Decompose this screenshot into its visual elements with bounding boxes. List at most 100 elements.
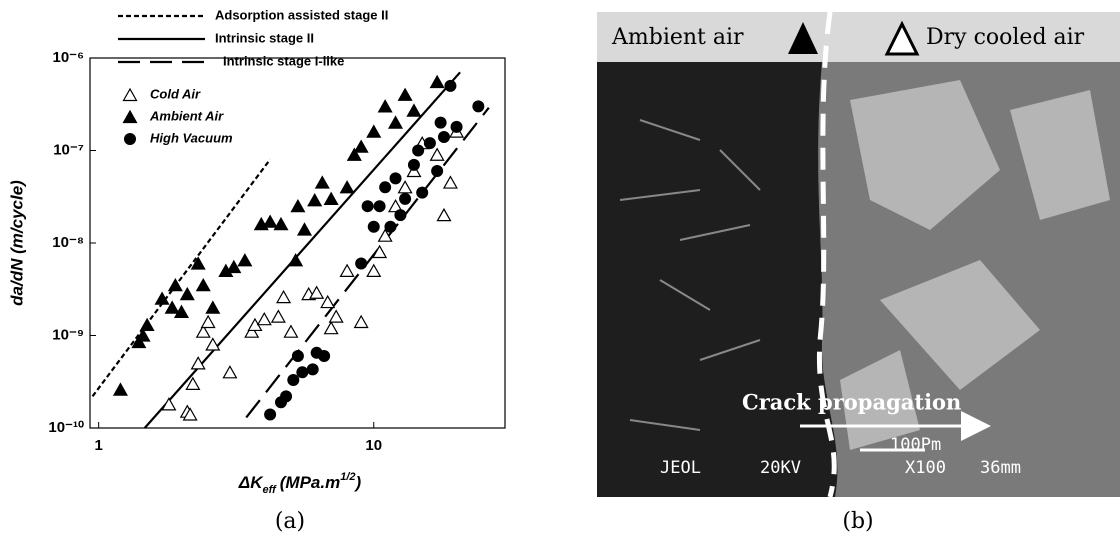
point <box>306 363 319 376</box>
point <box>437 130 450 143</box>
point <box>190 356 206 370</box>
legend-label: Cold Air <box>150 86 201 101</box>
point <box>139 317 155 332</box>
point <box>280 390 293 403</box>
point <box>264 408 277 421</box>
point <box>423 137 436 150</box>
scale-text: 100Pm <box>890 435 941 455</box>
point <box>320 294 336 309</box>
point <box>154 291 170 305</box>
sem-text: 20KV <box>760 458 801 478</box>
point <box>273 216 289 231</box>
point <box>288 253 304 267</box>
y-tick-label: 10⁻⁶ <box>52 49 84 66</box>
point <box>361 200 374 213</box>
point <box>429 74 445 89</box>
point <box>244 324 260 338</box>
point <box>406 103 422 117</box>
x-tick-label: 10 <box>365 437 382 454</box>
icon-filled-triangle <box>788 22 818 54</box>
point <box>270 309 286 323</box>
point <box>164 300 180 314</box>
point <box>366 263 382 277</box>
legend-label: High Vacuum <box>150 130 233 145</box>
image-label: Ambient air <box>611 25 744 50</box>
legend-marker <box>122 87 138 102</box>
y-tick-label: 10⁻¹⁰ <box>48 419 84 436</box>
point <box>112 382 128 396</box>
y-tick-label: 10⁻⁷ <box>53 141 84 158</box>
point <box>200 314 216 329</box>
legend-label: Adsorption assisted stage II <box>215 7 388 22</box>
image-texture <box>619 119 761 431</box>
point <box>397 87 413 101</box>
point <box>353 139 369 153</box>
point <box>237 253 253 267</box>
point <box>323 320 339 335</box>
point <box>373 200 386 213</box>
point <box>472 100 485 113</box>
image-header <box>597 12 1120 62</box>
point <box>407 158 420 171</box>
x-label-sub: eff <box>263 484 278 496</box>
legend-label: Intrinsic stage I-like <box>223 53 344 68</box>
point <box>442 175 458 189</box>
legend-marker <box>124 133 136 145</box>
point <box>307 193 323 207</box>
point <box>444 79 457 92</box>
boundary <box>816 11 837 498</box>
legend-label: Ambient Air <box>149 108 224 123</box>
point <box>167 277 183 292</box>
point <box>179 286 195 301</box>
point <box>173 304 190 318</box>
point <box>397 180 413 194</box>
point <box>205 300 221 314</box>
point <box>434 116 447 129</box>
sem-text: X100 <box>905 458 946 478</box>
point <box>399 192 412 205</box>
point <box>323 191 339 205</box>
fit-line <box>91 158 271 397</box>
point <box>185 376 201 390</box>
point <box>195 324 211 338</box>
point <box>388 115 404 129</box>
point <box>377 99 393 113</box>
x-axis-label: ΔKeff (MPa.m1/2) <box>238 471 362 496</box>
point <box>377 228 393 242</box>
point <box>256 311 272 326</box>
point <box>161 397 177 411</box>
point <box>131 334 147 349</box>
point <box>291 350 304 363</box>
point <box>226 259 242 274</box>
point <box>367 220 380 233</box>
point <box>309 285 325 299</box>
point <box>296 366 309 379</box>
caption: (a) <box>275 509 305 534</box>
x-label-symbol: ΔK <box>238 473 264 492</box>
point <box>339 180 355 194</box>
legend-label: Intrinsic stage II <box>215 30 314 45</box>
y-axis-label: da/dN (m/cycle) <box>7 180 26 306</box>
point <box>366 124 382 138</box>
point <box>205 337 221 351</box>
point <box>182 407 198 421</box>
image-label: Dry cooled air <box>926 25 1085 50</box>
point <box>339 263 355 277</box>
x-label-close: ) <box>354 473 362 492</box>
point <box>379 181 392 194</box>
sem-text: JEOL <box>660 458 701 478</box>
point <box>276 289 292 304</box>
point <box>384 220 397 233</box>
point <box>135 328 151 342</box>
point <box>262 214 278 228</box>
point <box>318 350 331 363</box>
point <box>353 314 369 329</box>
point <box>346 147 362 161</box>
point <box>222 365 238 379</box>
point <box>287 374 300 387</box>
sem-text: 36mm <box>980 458 1021 478</box>
point <box>431 165 444 178</box>
point <box>290 198 306 213</box>
point <box>389 172 402 185</box>
